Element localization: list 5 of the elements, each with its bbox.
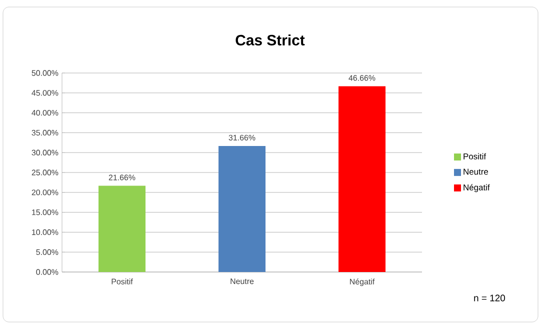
- legend-label: Neutre: [464, 168, 488, 175]
- legend-label: Négatif: [464, 184, 490, 192]
- text: n = 120: [474, 294, 505, 302]
- legend-label: Positif: [464, 153, 486, 160]
- chart-title: Cas Strict: [236, 34, 305, 46]
